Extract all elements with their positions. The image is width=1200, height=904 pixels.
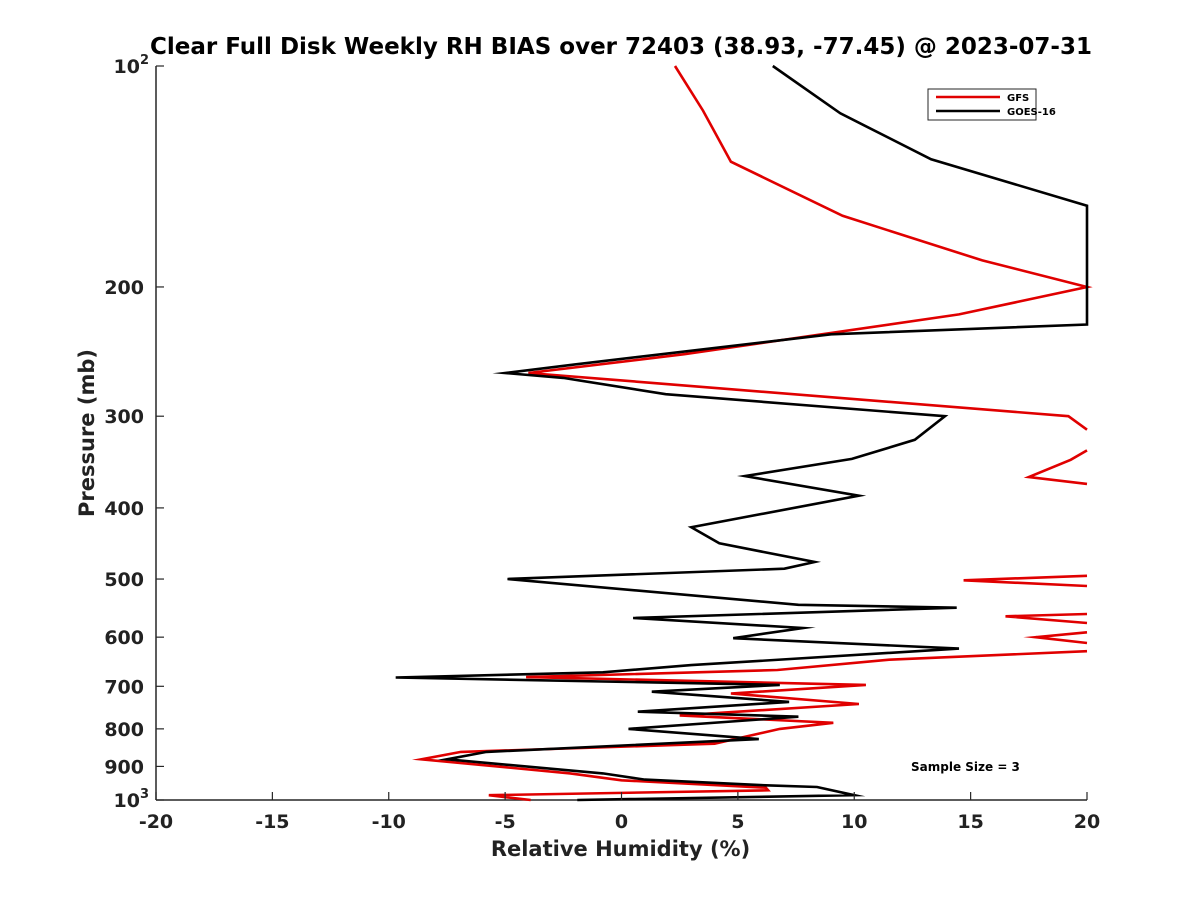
x-tick-label: -5: [495, 811, 516, 833]
y-tick-label: 700: [104, 676, 144, 698]
x-tick-label: 0: [615, 811, 628, 833]
x-tick-label: -10: [372, 811, 406, 833]
x-tick-label: -20: [139, 811, 173, 833]
y-tick-label: 103: [114, 787, 150, 812]
legend-label: GFS: [1007, 93, 1029, 104]
x-tick-label: 15: [957, 811, 983, 833]
legend-box: [927, 88, 1037, 121]
series-line-gfs-5: [411, 649, 1088, 802]
chart-title: Clear Full Disk Weekly RH BIAS over 7240…: [150, 34, 1092, 60]
y-tick-label: 500: [104, 569, 144, 591]
y-tick-label: 900: [104, 756, 144, 778]
y-tick-label: 200: [104, 277, 144, 299]
y-tick-label: 600: [104, 627, 144, 649]
x-tick-label: 20: [1074, 811, 1100, 833]
series-line-goes-16-0: [395, 64, 1089, 802]
series-line-gfs-4: [1023, 631, 1088, 645]
y-axis-label: Pressure (mb): [75, 349, 99, 517]
y-tick-label-exponent: 3: [140, 787, 149, 802]
y-tick-label: 102: [114, 53, 150, 78]
x-tick-label: 10: [841, 811, 867, 833]
y-tick-label: 300: [104, 406, 144, 428]
series-line-gfs-0: [528, 65, 1093, 431]
y-tick-label: 400: [104, 498, 144, 520]
x-tick-label: 5: [731, 811, 744, 833]
series-line-gfs-2: [963, 574, 1088, 588]
x-tick-label: -15: [255, 811, 289, 833]
x-axis-label: Relative Humidity (%): [491, 837, 750, 861]
series-line-gfs-1: [1023, 449, 1088, 486]
y-tick-label-base: 10: [114, 790, 140, 812]
series-line-gfs-3: [1005, 612, 1088, 625]
sample-size-annotation: Sample Size = 3: [911, 760, 1020, 774]
y-tick-label-base: 10: [114, 56, 140, 78]
y-tick-label-exponent: 2: [140, 53, 149, 68]
legend-label: GOES-16: [1007, 107, 1056, 118]
y-tick-label: 800: [104, 719, 144, 741]
